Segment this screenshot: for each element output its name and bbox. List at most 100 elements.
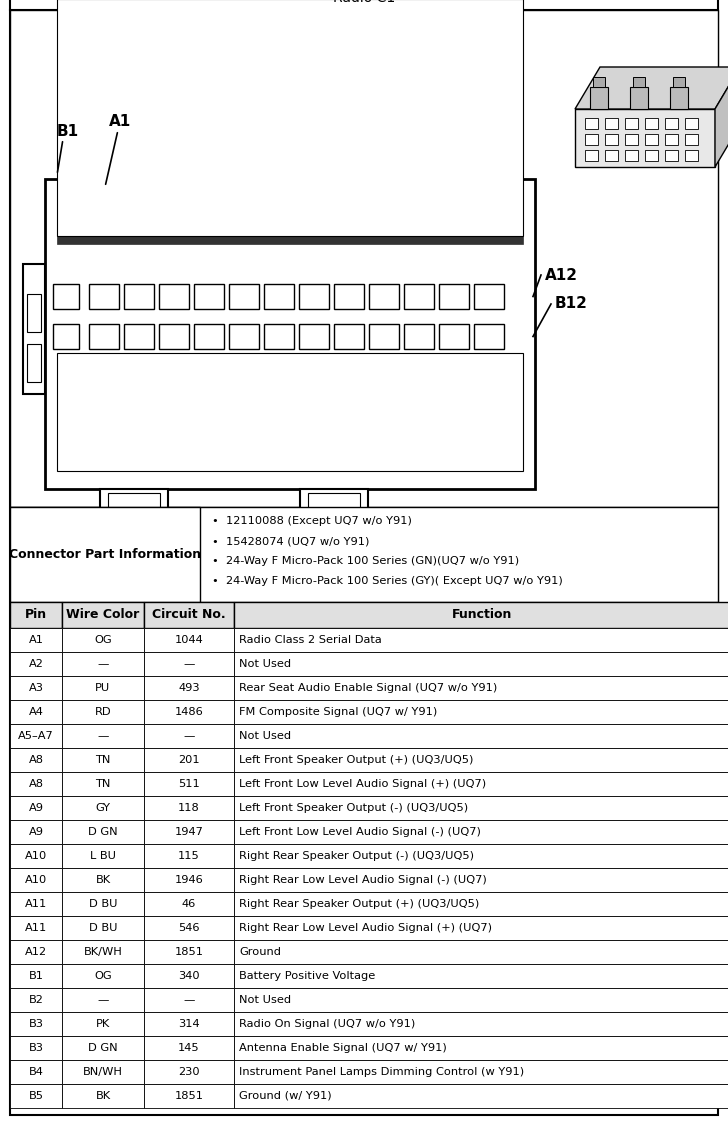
Bar — [685, 118, 698, 128]
Bar — [234, 893, 728, 916]
Bar — [10, 964, 62, 988]
Text: Right Rear Low Level Audio Signal (+) (UQ7): Right Rear Low Level Audio Signal (+) (U… — [239, 923, 492, 933]
Text: 46: 46 — [182, 899, 196, 908]
Bar — [45, 179, 535, 489]
Text: —: — — [183, 731, 194, 741]
Bar — [57, 352, 523, 471]
Bar — [62, 940, 144, 964]
Text: A8: A8 — [28, 755, 44, 765]
Text: B3: B3 — [28, 1019, 44, 1029]
Bar — [108, 493, 160, 515]
Text: TN: TN — [95, 755, 111, 765]
Text: 145: 145 — [178, 1043, 199, 1053]
Bar — [234, 964, 728, 988]
Bar — [300, 489, 368, 518]
Bar — [234, 652, 728, 677]
Text: FM Composite Signal (UQ7 w/ Y91): FM Composite Signal (UQ7 w/ Y91) — [239, 707, 438, 717]
Bar — [234, 1084, 728, 1107]
Text: OG: OG — [94, 971, 112, 981]
Bar — [10, 1012, 62, 1036]
Bar — [10, 507, 718, 601]
Bar — [585, 118, 598, 128]
Bar — [62, 1084, 144, 1107]
Bar — [404, 324, 434, 349]
Bar — [194, 324, 224, 349]
Bar — [439, 324, 469, 349]
Bar — [299, 324, 329, 349]
Text: Ground: Ground — [239, 947, 281, 957]
Bar — [159, 324, 189, 349]
Text: Left Front Speaker Output (-) (UQ3/UQ5): Left Front Speaker Output (-) (UQ3/UQ5) — [239, 803, 468, 813]
Bar — [253, 139, 299, 167]
Bar — [234, 844, 728, 868]
Text: B2: B2 — [28, 995, 44, 1005]
Bar — [234, 1060, 728, 1084]
Bar — [234, 700, 728, 724]
Text: A8: A8 — [28, 779, 44, 789]
Bar — [404, 284, 434, 309]
Bar — [234, 628, 728, 652]
Bar — [10, 628, 62, 652]
Bar — [234, 796, 728, 820]
Bar — [62, 796, 144, 820]
Text: Connector Part Information: Connector Part Information — [9, 548, 201, 561]
Bar — [645, 118, 658, 128]
Text: A12: A12 — [545, 267, 578, 282]
Bar — [144, 1060, 234, 1084]
Text: A10: A10 — [25, 875, 47, 885]
Text: A11: A11 — [25, 899, 47, 908]
Bar — [10, 1036, 62, 1060]
Text: Radio On Signal (UQ7 w/o Y91): Radio On Signal (UQ7 w/o Y91) — [239, 1019, 415, 1029]
Bar — [62, 1060, 144, 1084]
Bar — [625, 118, 638, 128]
Bar — [234, 988, 728, 1012]
Bar — [144, 628, 234, 652]
Text: Radio Class 2 Serial Data: Radio Class 2 Serial Data — [239, 634, 381, 645]
Bar — [62, 820, 144, 844]
Text: —: — — [183, 659, 194, 669]
Bar — [57, 0, 523, 236]
Text: GY: GY — [95, 803, 111, 813]
Text: 1946: 1946 — [175, 875, 203, 885]
Text: Right Rear Speaker Output (+) (UQ3/UQ5): Right Rear Speaker Output (+) (UQ3/UQ5) — [239, 899, 479, 908]
Bar — [10, 601, 62, 628]
Text: —: — — [98, 995, 108, 1005]
Bar — [10, 748, 62, 772]
Bar — [57, 236, 523, 244]
Bar — [62, 748, 144, 772]
Text: 546: 546 — [178, 923, 199, 933]
Bar — [62, 628, 144, 652]
Text: 511: 511 — [178, 779, 200, 789]
Text: Not Used: Not Used — [239, 659, 291, 669]
Bar — [625, 150, 638, 161]
Bar — [100, 489, 168, 518]
Text: 314: 314 — [178, 1019, 199, 1029]
Text: Not Used: Not Used — [239, 731, 291, 741]
Bar — [10, 507, 200, 601]
Text: •  15428074 (UQ7 w/o Y91): • 15428074 (UQ7 w/o Y91) — [212, 536, 369, 546]
Text: A3: A3 — [28, 683, 44, 692]
Text: Instrument Panel Lamps Dimming Control (w Y91): Instrument Panel Lamps Dimming Control (… — [239, 1067, 524, 1077]
Text: A12: A12 — [25, 947, 47, 957]
Polygon shape — [715, 67, 728, 167]
Text: Not Used: Not Used — [239, 995, 291, 1005]
Text: B5: B5 — [28, 1092, 44, 1101]
Bar — [10, 700, 62, 724]
Text: Function: Function — [452, 608, 513, 622]
Text: A4: A4 — [28, 707, 44, 717]
Text: Left Front Speaker Output (+) (UQ3/UQ5): Left Front Speaker Output (+) (UQ3/UQ5) — [239, 755, 473, 765]
Bar — [10, 940, 62, 964]
Bar — [234, 916, 728, 940]
Bar — [89, 324, 119, 349]
Polygon shape — [575, 67, 728, 109]
Text: PU: PU — [95, 683, 111, 692]
Text: •  24-Way F Micro-Pack 100 Series (GN)(UQ7 w/o Y91): • 24-Way F Micro-Pack 100 Series (GN)(UQ… — [212, 556, 519, 566]
Bar — [308, 493, 360, 515]
Text: OG: OG — [94, 634, 112, 645]
Text: D GN: D GN — [88, 827, 118, 837]
Bar — [144, 772, 234, 796]
Bar — [234, 748, 728, 772]
Bar — [62, 1012, 144, 1036]
Bar — [144, 796, 234, 820]
Bar — [234, 601, 728, 628]
